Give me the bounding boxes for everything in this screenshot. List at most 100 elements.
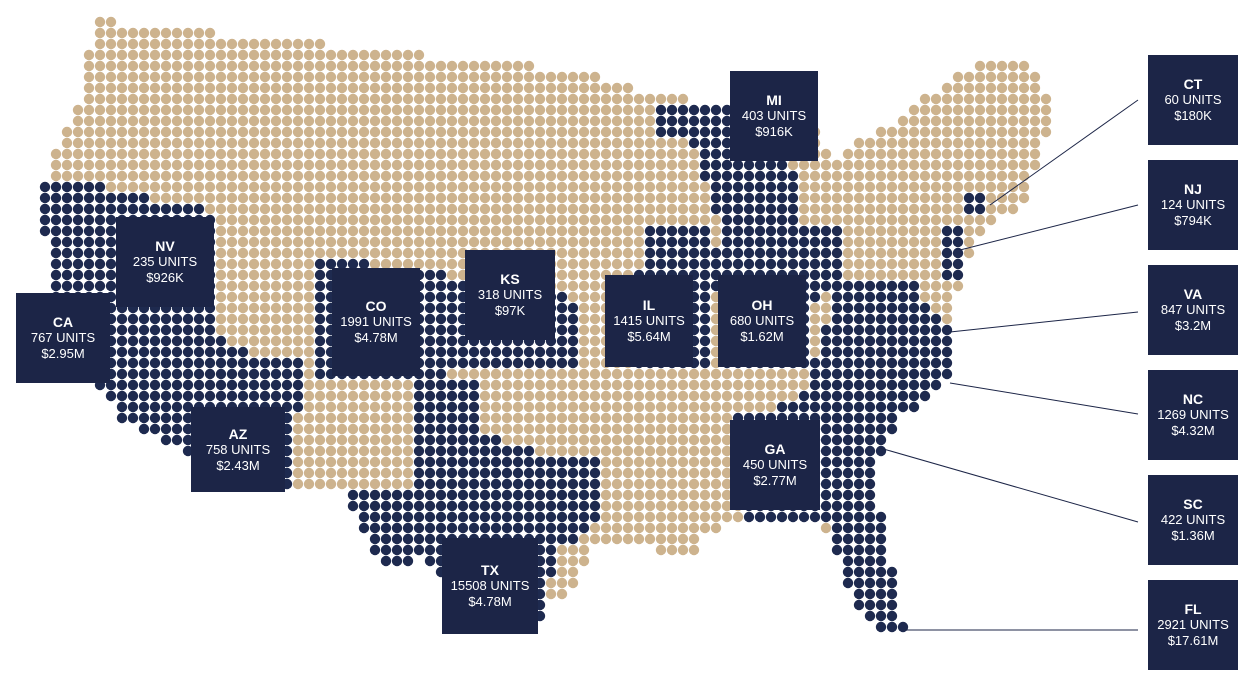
dot	[820, 148, 832, 160]
dot	[633, 159, 645, 171]
dot	[523, 445, 535, 457]
dot	[842, 192, 854, 204]
dot	[391, 456, 403, 468]
dot	[853, 577, 865, 589]
dot	[83, 225, 95, 237]
dot	[391, 225, 403, 237]
dot	[556, 214, 568, 226]
dot	[567, 555, 579, 567]
dot	[501, 137, 513, 149]
dot	[721, 192, 733, 204]
dot	[853, 555, 865, 567]
dot	[182, 148, 194, 160]
dot	[699, 291, 711, 303]
dot	[281, 60, 293, 72]
dot	[666, 423, 678, 435]
dot	[600, 423, 612, 435]
state-units: 450 UNITS	[742, 457, 808, 472]
dot	[501, 60, 513, 72]
dot	[72, 159, 84, 171]
dot	[677, 214, 689, 226]
dot	[534, 357, 546, 369]
dot	[831, 544, 843, 556]
dot	[259, 214, 271, 226]
dot	[501, 467, 513, 479]
state-value: $2.95M	[41, 346, 85, 361]
dot	[105, 16, 117, 28]
dot	[864, 599, 876, 611]
dot	[303, 236, 315, 248]
dot	[567, 412, 579, 424]
dot	[193, 60, 205, 72]
dot	[820, 489, 832, 501]
dot	[556, 522, 568, 534]
dot	[248, 258, 260, 270]
dot	[611, 115, 623, 127]
dot	[1018, 192, 1030, 204]
dot	[215, 335, 227, 347]
dot	[479, 192, 491, 204]
dot	[303, 93, 315, 105]
dot	[534, 115, 546, 127]
dot	[160, 324, 172, 336]
dot	[732, 390, 744, 402]
dot	[314, 214, 326, 226]
dot	[248, 170, 260, 182]
dot	[776, 390, 788, 402]
dot	[611, 181, 623, 193]
dot	[380, 203, 392, 215]
dot	[391, 467, 403, 479]
dot	[556, 269, 568, 281]
dot	[688, 434, 700, 446]
dot	[1040, 104, 1052, 116]
dot	[512, 456, 524, 468]
dot	[391, 445, 403, 457]
dot	[94, 93, 106, 105]
dot	[292, 423, 304, 435]
dot	[468, 225, 480, 237]
dot	[160, 38, 172, 50]
dot	[171, 71, 183, 83]
dot	[237, 324, 249, 336]
dot	[699, 159, 711, 171]
dot	[545, 412, 557, 424]
dot	[193, 137, 205, 149]
dot	[644, 412, 656, 424]
dot	[468, 115, 480, 127]
dot	[490, 434, 502, 446]
dot	[182, 203, 194, 215]
dot	[754, 390, 766, 402]
dot	[941, 225, 953, 237]
dot	[83, 203, 95, 215]
dot	[39, 192, 51, 204]
dot	[127, 324, 139, 336]
dot	[413, 412, 425, 424]
dot	[710, 192, 722, 204]
state-value: $916K	[755, 124, 793, 139]
dot	[193, 170, 205, 182]
dot	[72, 236, 84, 248]
dot	[182, 192, 194, 204]
dot	[127, 60, 139, 72]
dot	[248, 126, 260, 138]
dot	[556, 236, 568, 248]
dot	[666, 258, 678, 270]
dot	[589, 313, 601, 325]
dot	[347, 445, 359, 457]
dot	[413, 148, 425, 160]
dot	[479, 159, 491, 171]
dot	[468, 181, 480, 193]
dot	[435, 478, 447, 490]
dot	[105, 170, 117, 182]
dot	[556, 291, 568, 303]
dot	[589, 533, 601, 545]
state-abbr: AZ	[228, 425, 248, 442]
dot	[479, 511, 491, 523]
dot	[446, 181, 458, 193]
dot	[259, 302, 271, 314]
dot	[710, 522, 722, 534]
dot	[424, 346, 436, 358]
dot	[886, 368, 898, 380]
dot	[413, 49, 425, 61]
dot	[413, 500, 425, 512]
